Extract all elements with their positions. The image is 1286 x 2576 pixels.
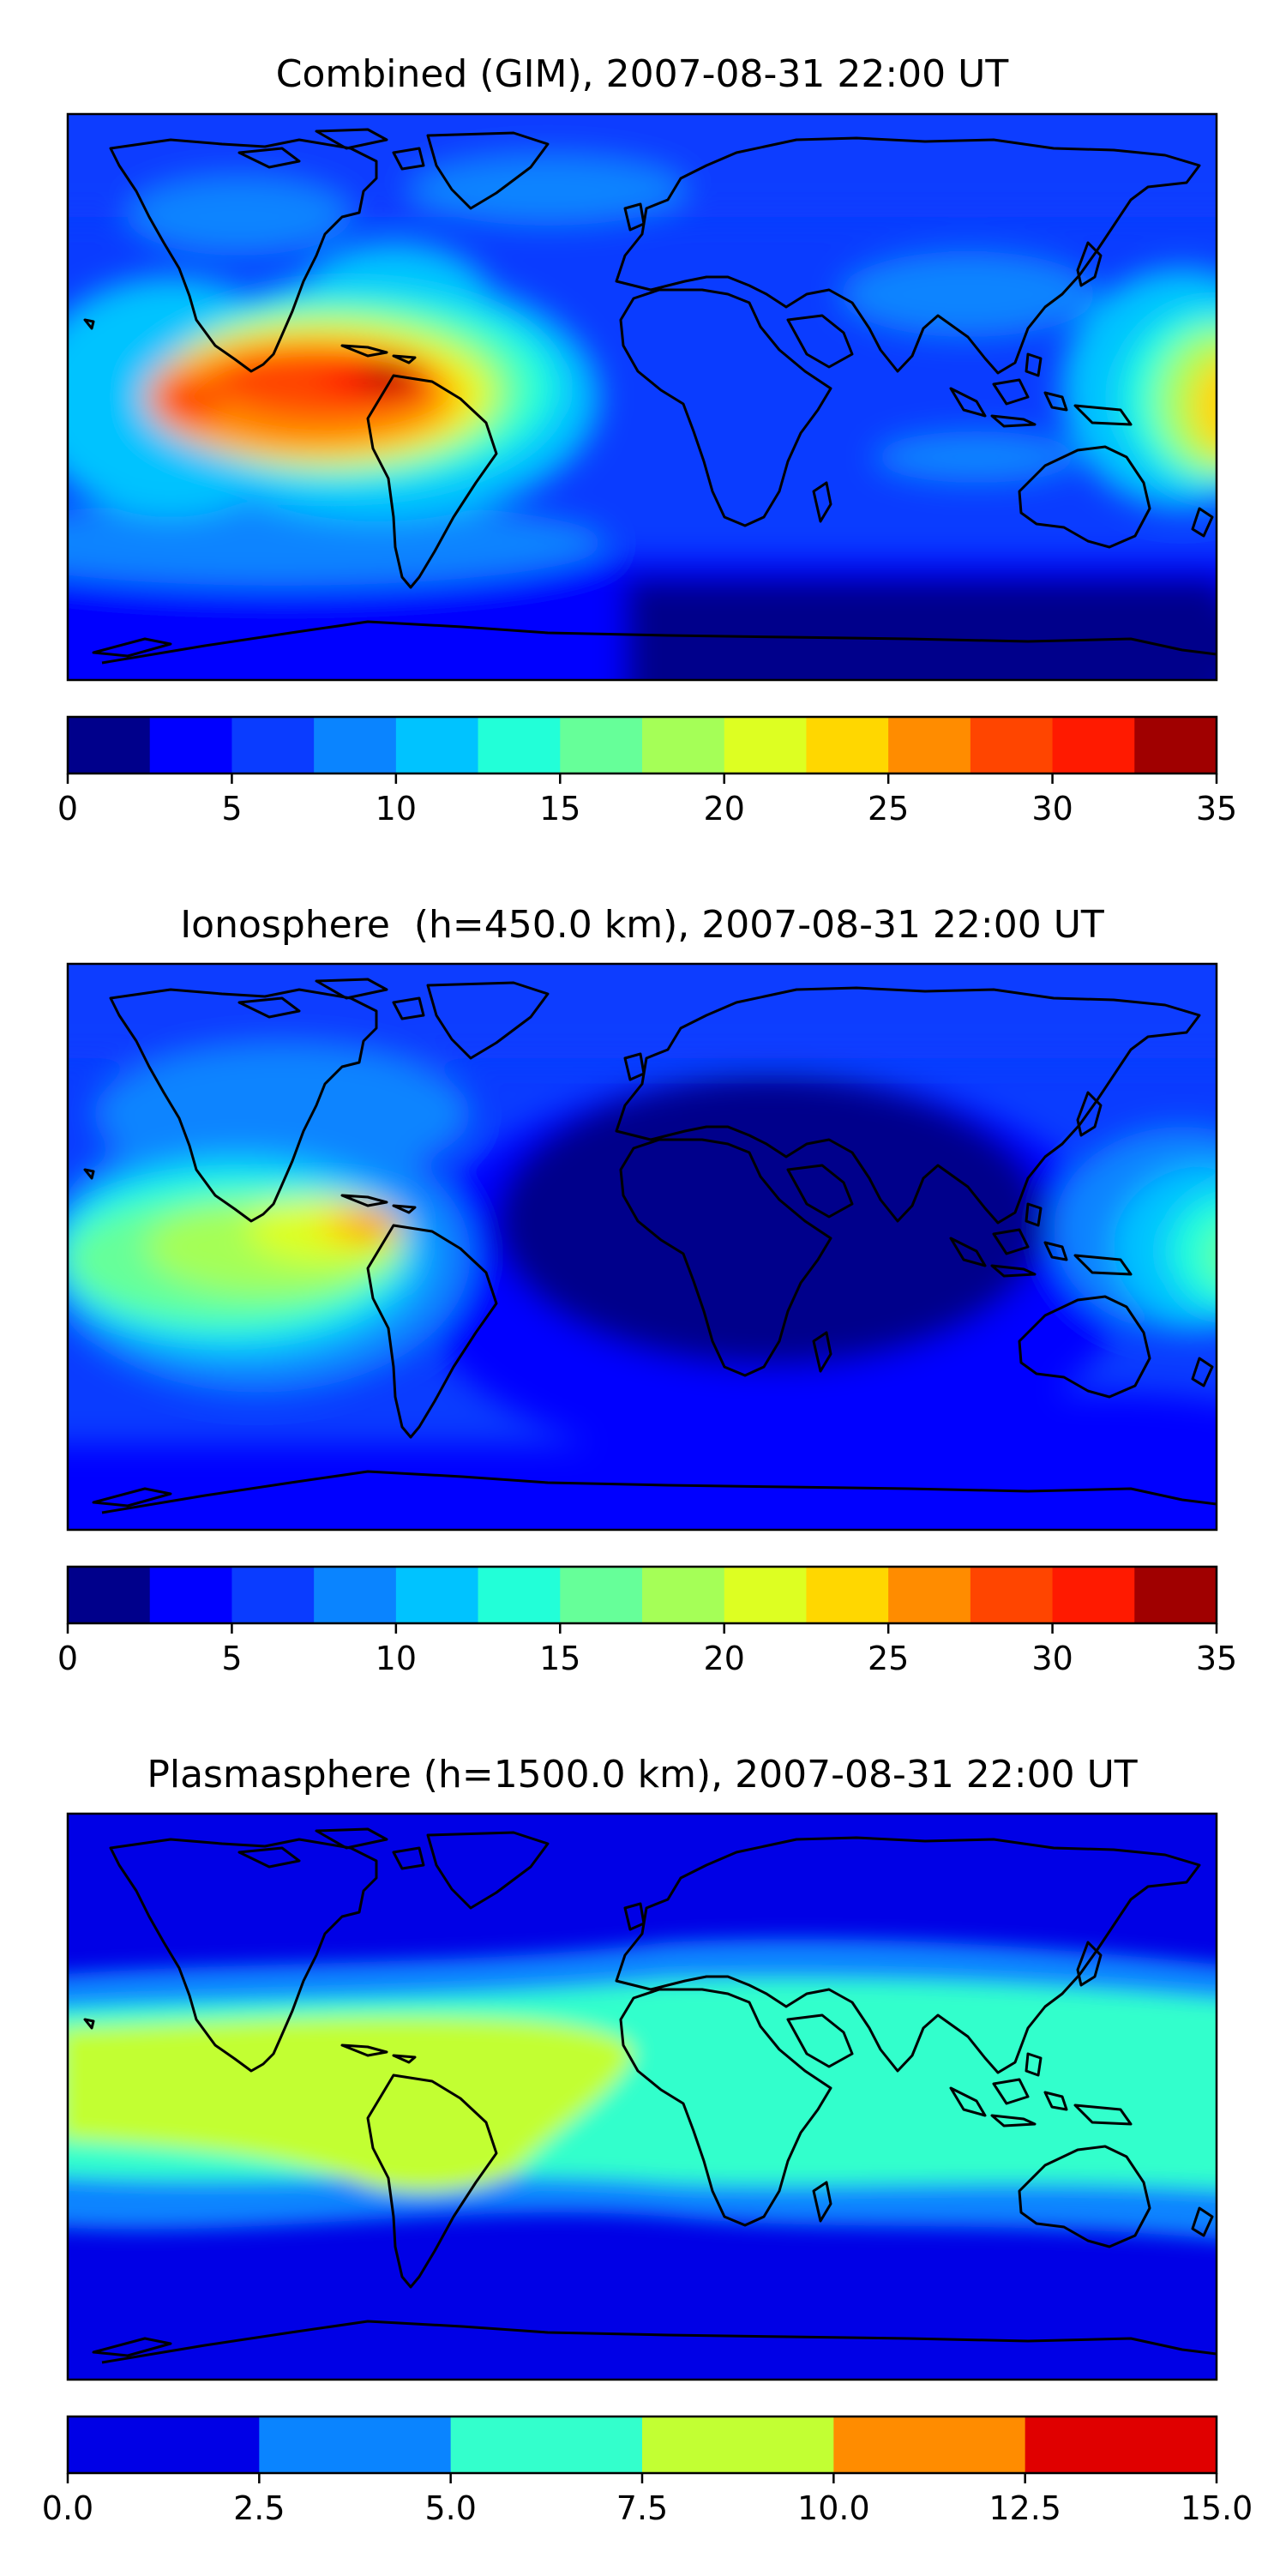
- colorbar-segment: [970, 717, 1054, 773]
- colorbar-tick-label: 10.0: [797, 2489, 870, 2527]
- colorbar-segment: [450, 2417, 643, 2473]
- colorbar-segment: [806, 717, 889, 773]
- tec-field: [68, 964, 1217, 1530]
- colorbar-segment: [724, 1567, 808, 1623]
- colorbar-segment: [149, 1567, 233, 1623]
- colorbar-segment: [68, 1567, 151, 1623]
- colorbar-tick-label: 35: [1196, 790, 1237, 828]
- colorbar-segment: [1052, 1567, 1135, 1623]
- colorbar-tick-label: 0: [57, 790, 78, 828]
- tec-contour: [343, 1213, 401, 1237]
- colorbar-segment: [395, 1567, 479, 1623]
- colorbar-segment: [833, 2417, 1026, 2473]
- colorbar-segment: [560, 1567, 643, 1623]
- colorbar-segment: [395, 717, 479, 773]
- tec-field: [68, 1939, 1217, 2240]
- colorbar-segment: [68, 2417, 260, 2473]
- colorbar: 0 5 10 15 20 25 30 35: [57, 1565, 1237, 1677]
- map-frame: [66, 112, 1218, 682]
- colorbar: 0 5 10 15 20 25 30 35: [57, 715, 1237, 828]
- tec-contour: [1169, 1196, 1217, 1306]
- tec-contour: [153, 380, 222, 423]
- colorbar-tick-label: 20: [704, 1640, 745, 1677]
- colorbar-segment: [1134, 1567, 1217, 1623]
- tec-map: [68, 1814, 1217, 2380]
- colorbar-segment: [888, 1567, 971, 1623]
- colorbar-segment: [806, 1567, 889, 1623]
- tec-map: [68, 114, 1217, 680]
- tec-contour: [411, 157, 685, 226]
- colorbar-tick-label: 7.5: [616, 2489, 668, 2527]
- colorbar-tick-label: 30: [1031, 1640, 1073, 1677]
- colorbar-segment: [642, 717, 725, 773]
- map-title: Combined (GIM), 2007-08-31 22:00 UT: [276, 52, 1009, 96]
- colorbar-segment: [1134, 717, 1217, 773]
- tec-map: [68, 964, 1217, 1530]
- map-title: Plasmasphere (h=1500.0 km), 2007-08-31 2…: [147, 1753, 1137, 1797]
- tec-contour: [360, 366, 418, 390]
- colorbar-segment: [68, 717, 151, 773]
- map-frame: [66, 962, 1218, 1532]
- colorbar-segment: [970, 1567, 1054, 1623]
- tec-contour: [68, 500, 608, 586]
- colorbar-tick-label: 12.5: [989, 2489, 1061, 2527]
- colorbar-segment: [560, 717, 643, 773]
- colorbar-segment: [1052, 717, 1135, 773]
- tec-field: [68, 114, 1217, 680]
- colorbar-frame: [66, 715, 1218, 775]
- tec-contour: [1191, 358, 1217, 453]
- map-title: Ionosphere (h=450.0 km), 2007-08-31 22:0…: [180, 903, 1104, 947]
- colorbar-segment: [231, 717, 315, 773]
- colorbar-tick-label: 10: [376, 790, 417, 828]
- colorbar-segment: [478, 717, 561, 773]
- colorbar-segment: [888, 717, 971, 773]
- colorbar-tick-label: 25: [868, 1640, 909, 1677]
- tec-contour: [874, 1393, 1217, 1496]
- tec-contour: [874, 431, 1079, 483]
- colorbar-segment: [642, 2417, 834, 2473]
- colorbar-tick-label: 35: [1196, 1640, 1237, 1677]
- tec-contour: [496, 1075, 1045, 1367]
- colorbar-segment: [724, 717, 808, 773]
- map-frame: [66, 1812, 1218, 2381]
- colorbar-tick-label: 5.0: [424, 2489, 476, 2527]
- colorbar-tick-label: 5: [221, 790, 242, 828]
- tec-contour: [68, 2016, 634, 2192]
- colorbar-tick-label: 30: [1031, 790, 1073, 828]
- colorbar-tick-label: 0: [57, 1640, 78, 1677]
- tec-contour: [128, 178, 351, 256]
- colorbar-segment: [314, 1567, 397, 1623]
- colorbar-segment: [149, 717, 233, 773]
- colorbar-segment: [642, 1567, 725, 1623]
- colorbar-tick-label: 0.0: [42, 2489, 93, 2527]
- tec-contour: [839, 251, 1097, 337]
- colorbar: 0.0 2.5 5.0 7.5 10.0 12.5 15.0: [42, 2415, 1253, 2527]
- tec-contour: [771, 577, 1217, 680]
- colorbar-tick-label: 25: [868, 790, 909, 828]
- tec-contour: [1157, 328, 1217, 474]
- colorbar-segment: [314, 717, 397, 773]
- colorbar-tick-label: 15.0: [1181, 2489, 1253, 2527]
- colorbar-segment: [478, 1567, 561, 1623]
- colorbar-segment: [259, 2417, 452, 2473]
- colorbar-tick-label: 2.5: [233, 2489, 285, 2527]
- colorbar-tick-label: 5: [221, 1640, 242, 1677]
- tec-contour: [1208, 1232, 1217, 1279]
- colorbar-segment: [1025, 2417, 1217, 2473]
- colorbar-tick-label: 15: [539, 1640, 580, 1677]
- colorbar-tick-label: 20: [704, 790, 745, 828]
- colorbar-segment: [231, 1567, 315, 1623]
- colorbar-tick-label: 10: [376, 1640, 417, 1677]
- colorbar-frame: [66, 1565, 1218, 1625]
- colorbar-tick-label: 15: [539, 790, 580, 828]
